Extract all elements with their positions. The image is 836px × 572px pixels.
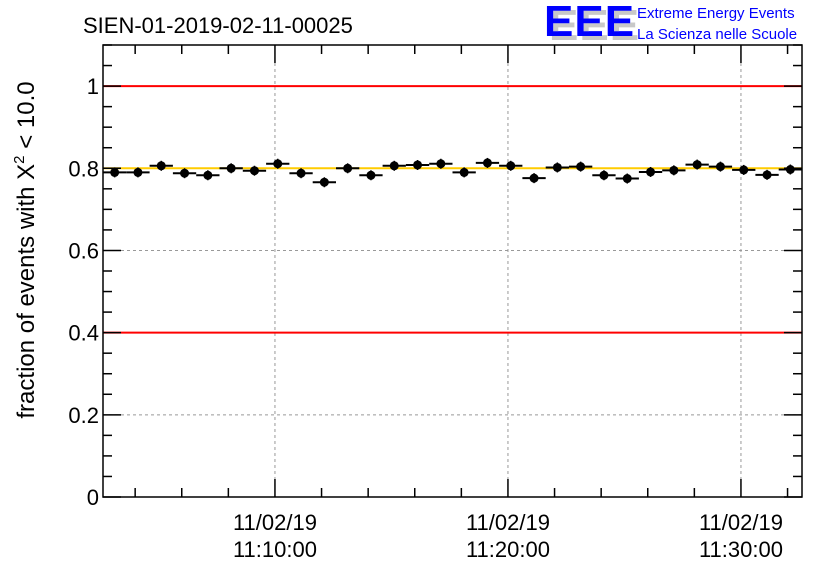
data-point <box>436 159 446 169</box>
x-tick-label-date: 11/02/19 <box>466 510 550 535</box>
chart-title: SIEN-01-2019-02-11-00025 <box>83 13 353 38</box>
data-point <box>646 167 656 177</box>
y-tick-label: 0.8 <box>68 156 99 181</box>
data-point <box>506 161 516 171</box>
data-point <box>785 165 795 175</box>
data-point <box>692 160 702 170</box>
x-tick-label-time: 11:30:00 <box>699 537 783 562</box>
data-point <box>622 174 632 184</box>
data-point <box>133 167 143 177</box>
logo-line1: Extreme Energy Events <box>637 5 795 22</box>
data-point <box>576 162 586 172</box>
axis-ticks <box>103 44 802 498</box>
y-tick-labels: 0 0.2 0.4 0.6 0.8 1 <box>68 74 99 510</box>
y-tick-label: 1 <box>87 74 99 99</box>
reference-lines <box>103 85 802 334</box>
y-tick-label: 0.6 <box>68 238 99 263</box>
logo-line2: La Scienza nelle Scuole <box>637 26 797 43</box>
logo-letters: EEE <box>544 0 635 46</box>
data-point <box>203 170 213 180</box>
plot-frame <box>102 44 803 498</box>
data-point <box>249 166 259 176</box>
data-point <box>482 158 492 168</box>
data-point <box>413 160 423 170</box>
data-point <box>552 162 562 172</box>
data-point <box>319 177 329 187</box>
x-tick-label-time: 11:10:00 <box>233 537 317 562</box>
data-points <box>103 157 802 188</box>
y-axis-label: fraction of events with X2 < 10.0 <box>11 81 40 418</box>
x-tick-label-time: 11:20:00 <box>466 537 550 562</box>
data-point <box>296 168 306 178</box>
data-point <box>529 173 539 183</box>
y-axis-label-text: fraction of events with X2 < 10.0 <box>11 81 40 418</box>
y-tick-label: 0.4 <box>68 321 99 346</box>
x-tick-label-date: 11/02/19 <box>699 510 783 535</box>
data-point <box>739 165 749 175</box>
data-point <box>762 170 772 180</box>
x-tick-labels: 11/02/1911:10:0011/02/1911:20:0011/02/19… <box>233 510 783 562</box>
data-point <box>669 165 679 175</box>
data-point <box>180 168 190 178</box>
data-point <box>389 161 399 171</box>
y-tick-label: 0.2 <box>68 403 99 428</box>
data-point <box>110 167 120 177</box>
eee-logo: EEE Extreme Energy Events La Scienza nel… <box>544 0 797 46</box>
data-point <box>366 170 376 180</box>
data-point <box>715 162 725 172</box>
y-tick-label: 0 <box>87 485 99 510</box>
data-point <box>156 161 166 171</box>
data-point <box>459 167 469 177</box>
data-point <box>343 163 353 173</box>
data-point <box>599 170 609 180</box>
grid <box>103 45 802 497</box>
data-point <box>226 163 236 173</box>
x-tick-label-date: 11/02/19 <box>233 510 317 535</box>
data-point <box>273 159 283 169</box>
